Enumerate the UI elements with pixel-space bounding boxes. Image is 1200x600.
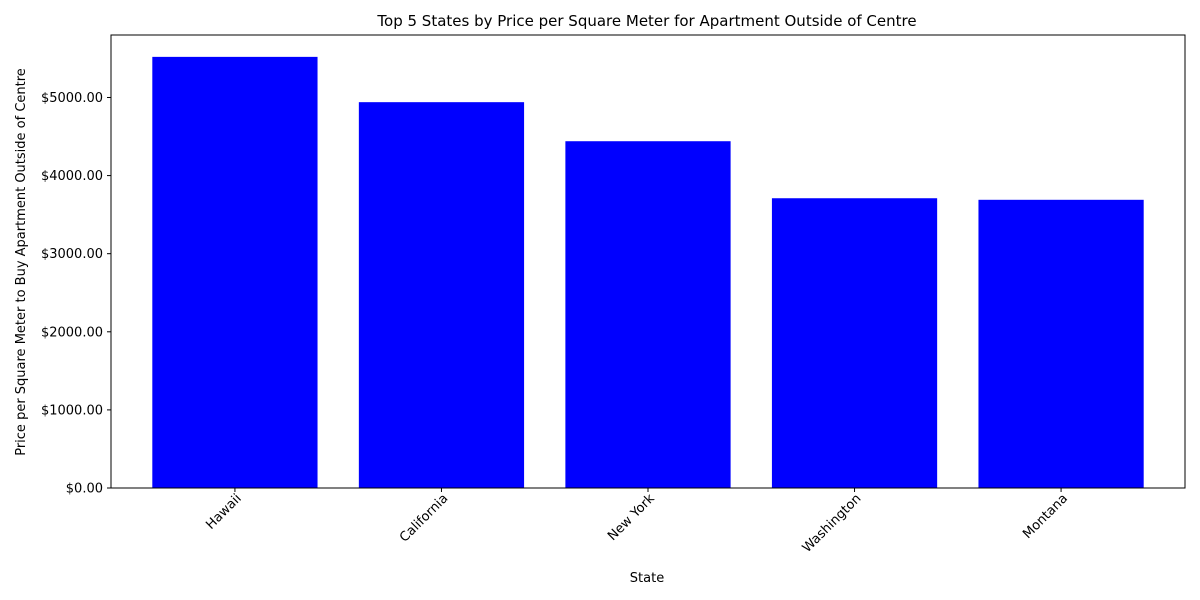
bar-washington bbox=[771, 198, 938, 489]
chart-title: Top 5 States by Price per Square Meter f… bbox=[376, 12, 916, 30]
y-axis-label: Price per Square Meter to Buy Apartment … bbox=[14, 68, 29, 456]
bar-california bbox=[358, 102, 525, 489]
y-tick-label: $3000.00 bbox=[41, 247, 103, 262]
plot-area-frame bbox=[110, 34, 1186, 489]
y-tick-label: $1000.00 bbox=[41, 403, 103, 418]
y-tick-label: $4000.00 bbox=[41, 169, 103, 184]
x-axis-label: State bbox=[630, 571, 664, 586]
y-tick-label: $5000.00 bbox=[41, 91, 103, 106]
bar-hawaii bbox=[152, 56, 318, 489]
y-tick-label: $0.00 bbox=[66, 482, 103, 497]
bar-new-york bbox=[565, 141, 731, 488]
y-tick-label: $2000.00 bbox=[41, 325, 103, 340]
bar-montana bbox=[978, 199, 1144, 489]
bars-layer bbox=[152, 56, 1144, 489]
